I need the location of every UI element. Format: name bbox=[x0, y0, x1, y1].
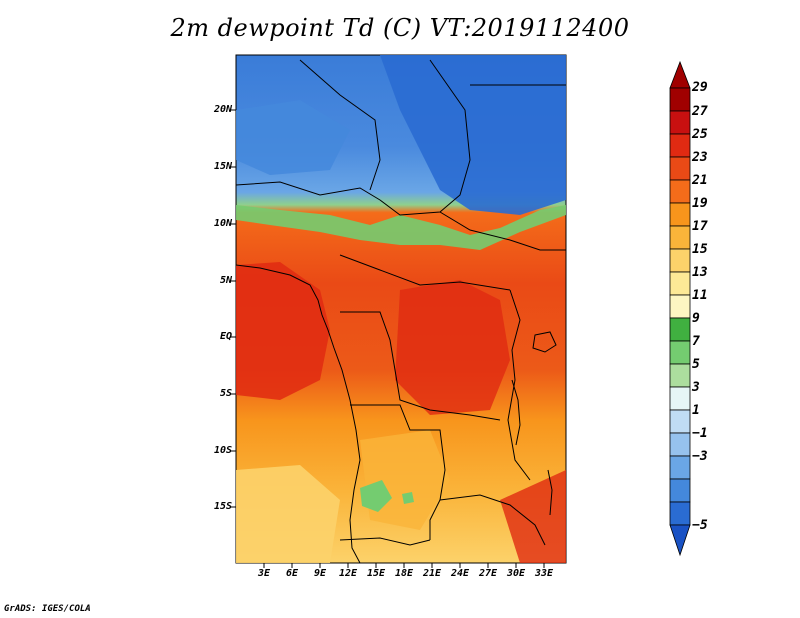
colorbar-label-17: 17 bbox=[692, 219, 708, 234]
border-angola bbox=[350, 404, 446, 540]
colorbar-label-21: 21 bbox=[692, 173, 708, 188]
colorbar-label-3: 3 bbox=[692, 380, 700, 395]
colorbar-seg-10 bbox=[669, 317, 691, 342]
lon-label-24e: 24E bbox=[450, 568, 470, 579]
colorbar-top-arrow bbox=[669, 60, 691, 89]
colorbar-seg-3 bbox=[669, 156, 691, 181]
lon-label-18e: 18E bbox=[394, 568, 414, 579]
hot-mozambique bbox=[500, 470, 566, 563]
colorbar-label-11: 11 bbox=[692, 288, 708, 303]
colorbar-bottom-arrow bbox=[669, 524, 691, 557]
colorbar-label-m5: −5 bbox=[692, 518, 708, 533]
green-patch-angola bbox=[360, 480, 392, 512]
lat-label-15s: 15S bbox=[213, 501, 232, 512]
colorbar-label-7: 7 bbox=[692, 334, 700, 349]
border-sahel-2 bbox=[299, 59, 381, 191]
lon-label-9e: 9E bbox=[313, 568, 327, 579]
colorbar-label-5: 5 bbox=[692, 357, 700, 372]
lake-tanganyika bbox=[511, 379, 521, 446]
colorbar-seg-6 bbox=[669, 225, 691, 250]
colorbar-label-m3: −3 bbox=[692, 449, 708, 464]
colorbar-seg-15 bbox=[669, 432, 691, 457]
lake-victoria bbox=[532, 331, 557, 353]
border-namibia bbox=[339, 537, 431, 546]
lon-label-3e: 3E bbox=[257, 568, 271, 579]
colorbar-label-25: 25 bbox=[692, 127, 708, 142]
dry-patch-nw bbox=[236, 100, 350, 175]
border-zambia bbox=[439, 494, 546, 546]
lon-label-33e: 33E bbox=[534, 568, 554, 579]
colorbar-seg-0 bbox=[669, 87, 691, 112]
grads-credit: GrADS: IGES/COLA bbox=[4, 604, 91, 614]
lat-label-eq: EQ bbox=[219, 331, 232, 342]
lake-malawi bbox=[547, 469, 553, 516]
border-sahel-1 bbox=[236, 59, 471, 216]
lon-label-30e: 30E bbox=[506, 568, 526, 579]
colorbar-label-23: 23 bbox=[692, 150, 708, 165]
colorbar-seg-11 bbox=[669, 340, 691, 365]
border-congo-1 bbox=[340, 311, 501, 421]
colorbar-label-15: 15 bbox=[692, 242, 708, 257]
colorbar-seg-7 bbox=[669, 248, 691, 273]
colorbar-seg-13 bbox=[669, 386, 691, 411]
green-patch-small bbox=[402, 492, 414, 504]
colorbar-seg-4 bbox=[669, 179, 691, 204]
hot-core-west bbox=[236, 262, 330, 400]
mild-south bbox=[236, 465, 340, 563]
colorbar-seg-18 bbox=[669, 501, 691, 526]
colorbar-seg-8 bbox=[669, 271, 691, 296]
colorbar-label-m1: −1 bbox=[692, 426, 708, 441]
lat-label-5n: 5N bbox=[219, 275, 232, 286]
border-drc-east bbox=[507, 289, 531, 481]
colorbar-seg-1 bbox=[669, 110, 691, 135]
colorbar-label-27: 27 bbox=[692, 104, 708, 119]
lon-label-15e: 15E bbox=[366, 568, 386, 579]
lat-label-10n: 10N bbox=[213, 218, 232, 229]
colorbar bbox=[669, 60, 691, 557]
lat-label-20n: 20N bbox=[213, 104, 232, 115]
dry-core-north bbox=[380, 55, 566, 215]
lon-label-27e: 27E bbox=[478, 568, 498, 579]
field-patches bbox=[236, 55, 566, 563]
tick-marks bbox=[231, 109, 545, 568]
map-title: 2m dewpoint Td (C) VT:2019112400 bbox=[170, 14, 630, 42]
lat-label-10s: 10S bbox=[213, 445, 232, 456]
colorbar-seg-17 bbox=[669, 478, 691, 503]
hot-core-congo bbox=[395, 280, 510, 415]
border-chad bbox=[439, 211, 566, 251]
colorbar-label-13: 13 bbox=[692, 265, 708, 280]
lat-label-5s: 5S bbox=[219, 388, 232, 399]
colorbar-seg-9 bbox=[669, 294, 691, 319]
colorbar-seg-5 bbox=[669, 202, 691, 227]
coastline-west bbox=[236, 264, 361, 563]
lon-label-12e: 12E bbox=[338, 568, 358, 579]
lon-label-6e: 6E bbox=[285, 568, 299, 579]
lon-label-21e: 21E bbox=[422, 568, 442, 579]
colorbar-label-29: 29 bbox=[692, 80, 708, 95]
colorbar-seg-2 bbox=[669, 133, 691, 158]
border-car bbox=[339, 254, 511, 291]
lat-label-15n: 15N bbox=[213, 161, 232, 172]
colorbar-label-1: 1 bbox=[692, 403, 700, 418]
colorbar-seg-16 bbox=[669, 455, 691, 480]
borders bbox=[236, 59, 566, 563]
green-band bbox=[236, 205, 566, 250]
colorbar-label-19: 19 bbox=[692, 196, 708, 211]
colorbar-seg-12 bbox=[669, 363, 691, 388]
colorbar-seg-14 bbox=[669, 409, 691, 434]
colorbar-label-9: 9 bbox=[692, 311, 700, 326]
